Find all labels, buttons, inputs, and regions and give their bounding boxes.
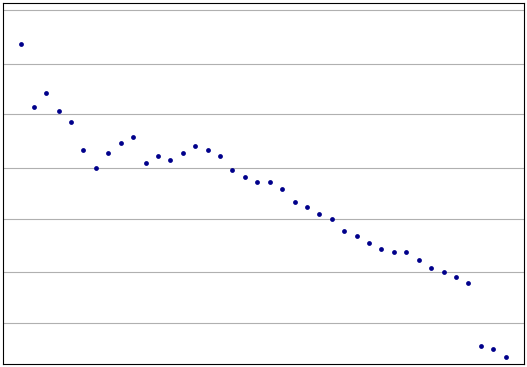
Point — [501, 353, 510, 359]
Point — [402, 249, 411, 255]
Point — [104, 150, 113, 156]
Point — [302, 204, 311, 210]
Point — [290, 199, 299, 204]
Point — [389, 249, 398, 255]
Point — [141, 160, 150, 166]
Point — [42, 90, 51, 96]
Point — [353, 233, 361, 239]
Point — [489, 346, 497, 352]
Point — [30, 104, 38, 110]
Point — [216, 153, 225, 159]
Point — [377, 246, 386, 251]
Point — [54, 108, 63, 114]
Point — [17, 41, 26, 47]
Point — [253, 179, 261, 185]
Point — [440, 269, 448, 275]
Point — [315, 211, 324, 217]
Point — [67, 119, 75, 125]
Point — [340, 228, 348, 234]
Point — [328, 216, 336, 222]
Point — [79, 147, 87, 153]
Point — [266, 179, 274, 185]
Point — [92, 165, 100, 171]
Point — [241, 174, 249, 180]
Point — [154, 153, 162, 159]
Point — [414, 257, 423, 263]
Point — [464, 280, 473, 286]
Point — [166, 157, 174, 163]
Point — [129, 134, 138, 140]
Point — [278, 186, 286, 192]
Point — [476, 343, 485, 349]
Point — [365, 240, 373, 246]
Point — [191, 143, 199, 149]
Point — [179, 150, 187, 156]
Point — [228, 167, 237, 173]
Point — [116, 141, 125, 146]
Point — [452, 274, 460, 280]
Point — [427, 265, 435, 271]
Point — [203, 147, 212, 153]
